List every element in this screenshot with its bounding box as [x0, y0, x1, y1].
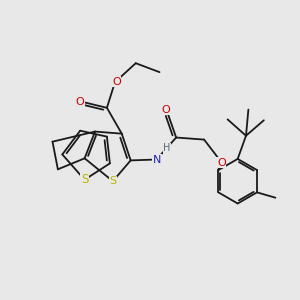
Text: O: O	[217, 158, 226, 168]
Text: S: S	[109, 176, 116, 186]
Text: S: S	[81, 173, 88, 186]
Text: O: O	[112, 76, 121, 87]
Text: O: O	[76, 97, 84, 107]
Text: H: H	[163, 143, 171, 153]
Text: N: N	[153, 154, 161, 164]
Text: O: O	[161, 105, 170, 115]
